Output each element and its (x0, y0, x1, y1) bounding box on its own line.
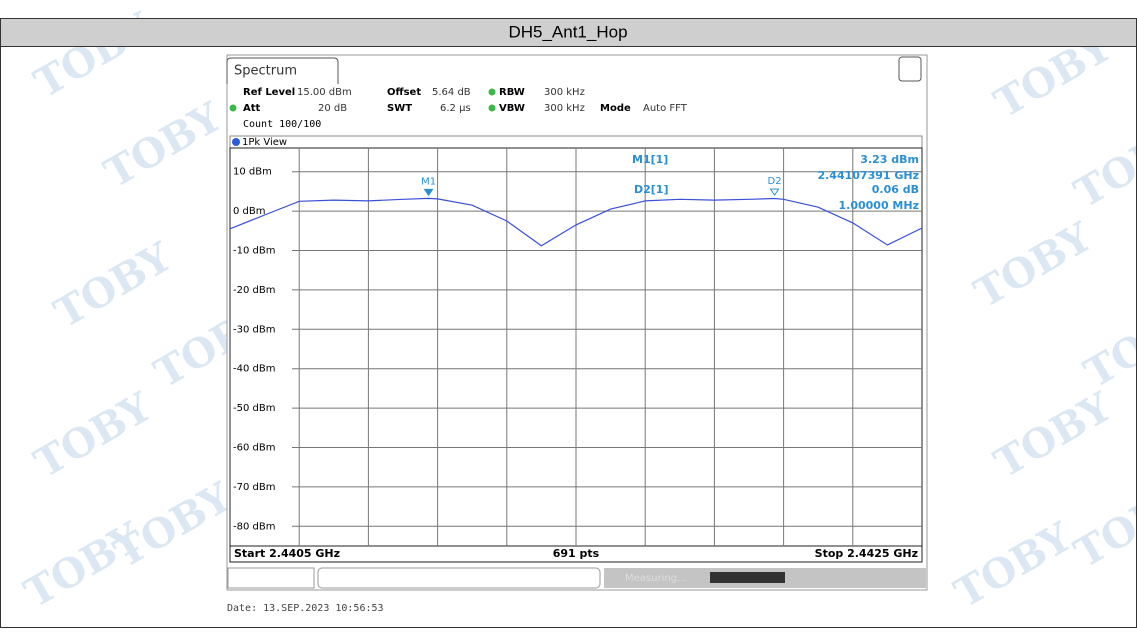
setting-value: 6.2 µs (440, 103, 471, 114)
readout-name: D2[1] (634, 183, 669, 196)
setting-value: Auto FFT (643, 103, 688, 114)
view-dot (232, 138, 240, 146)
start: Start 2.4405 GHz (234, 547, 340, 560)
count: Count 100/100 (243, 119, 321, 130)
watermark: TOBY (947, 513, 1080, 617)
led (230, 105, 237, 112)
marker-label: M1 (421, 176, 436, 187)
setting-value: 5.64 dB (432, 87, 471, 98)
y-tick-label: -50 dBm (233, 403, 275, 414)
date: Date: 13.SEP.2023 10:56:53 (227, 603, 384, 614)
softkey (228, 568, 314, 588)
setting-name: Ref Level (243, 87, 295, 98)
y-tick-label: -60 dBm (233, 443, 275, 454)
setting-value: 300 kHz (544, 87, 585, 98)
view: 1Pk View (242, 137, 287, 148)
watermark: TOBY (47, 233, 180, 337)
setting-name: RBW (499, 87, 525, 98)
y-tick-label: 10 dBm (233, 167, 272, 178)
setting-name: Att (243, 103, 261, 114)
progress (710, 572, 785, 583)
input-field (318, 568, 600, 588)
watermark: TOBY (97, 93, 230, 197)
watermark: TOBY (27, 383, 160, 487)
setting-name: Mode (600, 103, 631, 114)
setting-name: SWT (387, 103, 412, 114)
setting-name: VBW (499, 103, 525, 114)
led (489, 89, 496, 96)
stop: Stop 2.4425 GHz (815, 547, 918, 560)
watermark: TOBY (967, 213, 1100, 317)
y-tick-label: 0 dBm (233, 206, 266, 217)
points: 691 pts (553, 547, 600, 560)
marker-label: D2 (768, 176, 782, 187)
watermark: TOBY (17, 513, 150, 617)
title: DH5_Ant1_Hop (508, 22, 627, 41)
readout-name: M1[1] (632, 153, 668, 166)
y-tick-label: -10 dBm (233, 246, 275, 257)
watermark: TOBY (987, 383, 1120, 487)
setting-value: 20 dB (318, 103, 347, 114)
y-tick-label: -80 dBm (233, 521, 275, 532)
view-bar (230, 136, 922, 148)
led (489, 105, 496, 112)
y-tick-label: -30 dBm (233, 324, 275, 335)
y-tick-label: -20 dBm (233, 285, 275, 296)
readout-value: 0.06 dB (872, 183, 919, 196)
tab-label: Spectrum (234, 64, 297, 79)
y-tick-label: -40 dBm (233, 364, 275, 375)
setting-name: Offset (387, 87, 421, 98)
readout-x: 2.44107391 GHz (817, 169, 919, 182)
watermark: TOBY (1067, 473, 1137, 577)
readout-x: 1.00000 MHz (839, 199, 920, 212)
watermark: TOBY (1077, 293, 1137, 397)
setting-value: 15.00 dBm (297, 87, 352, 98)
readout-value: 3.23 dBm (860, 153, 919, 166)
icon (899, 57, 921, 81)
watermark: TOBY (1067, 113, 1137, 217)
y-tick-label: -70 dBm (233, 482, 275, 493)
setting-value: 300 kHz (544, 103, 585, 114)
status: Measuring... (625, 573, 687, 584)
